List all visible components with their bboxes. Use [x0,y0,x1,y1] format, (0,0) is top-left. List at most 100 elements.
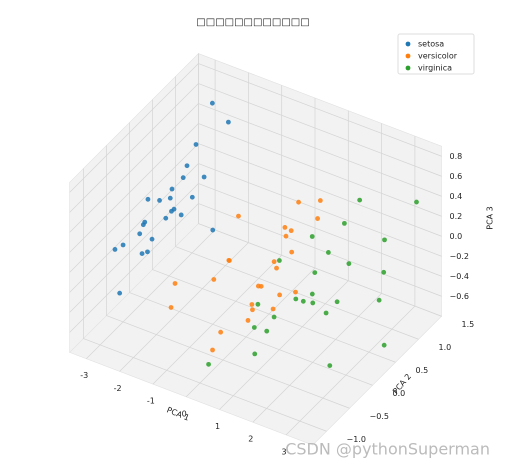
data-point [193,142,199,147]
data-point [218,329,224,335]
data-point [293,289,298,295]
data-point [211,277,217,282]
data-point [172,281,178,286]
data-point [293,296,299,302]
data-point [210,347,215,353]
data-point [167,195,173,201]
data-point [296,199,301,205]
data-point [382,237,387,243]
data-point [236,213,241,219]
data-point [271,314,277,320]
legend-marker [405,65,411,71]
data-point [357,197,363,203]
data-point [226,257,232,263]
grid-line [106,315,350,409]
legend: setosa versicolor virginica [397,33,475,75]
data-point [157,197,162,203]
data-point [381,269,387,275]
grid-line [83,338,327,432]
grid-line [69,183,199,313]
grid-line [252,293,382,423]
data-point [201,174,207,180]
data-point [117,290,123,296]
data-point [142,219,148,225]
data-point [310,300,316,306]
z-tick-label: −0.4 [450,272,469,281]
z-tick-label: 0.0 [450,232,463,241]
data-point [249,302,255,307]
x-tick-label: -1 [147,397,155,406]
grid-line [198,123,442,217]
chart-title: □□□□□□□□□□□□ [196,17,309,28]
x-tick-label: 1 [215,422,220,431]
legend-box [397,33,475,75]
data-point [277,292,283,298]
data-point [180,175,186,181]
data-point [168,305,174,310]
x-tick-label: 3 [282,447,287,456]
y-tick-label: 0.0 [393,389,406,398]
data-point [139,251,145,257]
data-point [274,265,279,271]
data-point [277,258,282,263]
data-point [309,234,315,239]
grid-line [198,143,442,237]
grid-line [198,83,442,177]
x-tick-label: -2 [114,384,122,393]
grid-line [69,63,199,193]
y-tick-label: 1.5 [462,320,475,329]
grid-line [69,123,199,253]
z-axis-label: PCA 3 [486,206,495,230]
z-tick-label: 0.8 [450,152,463,161]
data-point [282,225,288,230]
legend-label: virginica [418,64,452,73]
data-point [271,259,277,265]
grid-line [119,242,249,372]
x-tick-label: -3 [80,371,88,380]
x-tick-label: 2 [248,435,253,444]
data-point [300,298,306,304]
data-point [163,215,169,221]
grid-line [198,163,442,257]
grid-line [198,203,442,297]
y-tick-label: −1.0 [347,435,366,444]
grid-line [86,229,216,359]
data-point [288,228,294,234]
grid-line [69,163,199,293]
data-point [270,306,276,312]
grid-line [69,203,199,333]
data-point [145,196,151,202]
grid-line [69,83,199,213]
z-tick-label: −0.6 [450,292,469,301]
data-point [283,233,289,239]
data-point [325,250,331,255]
data-point [171,206,177,212]
grid-line [198,63,442,157]
data-point [137,231,143,237]
data-point [346,261,352,267]
data-point [317,198,323,203]
data-point [210,227,216,233]
y-tick-label: −0.5 [370,412,389,421]
grid-line [185,267,316,398]
data-point [376,297,382,303]
data-point [323,310,329,316]
data-point [189,194,195,200]
grid-line [198,223,442,317]
data-point [309,291,315,297]
data-point [312,270,318,276]
data-point [225,119,231,125]
panes [69,52,443,446]
data-point [334,299,340,305]
data-point [289,249,295,255]
x-tick-label: 0 [182,409,187,418]
z-tick-label: 0.2 [450,212,463,221]
z-tick-label: 0.6 [450,172,463,181]
data-point [315,216,321,221]
grid-line [69,103,199,233]
data-point [251,325,257,330]
z-tick-label: −0.2 [450,252,469,261]
legend-label: versicolor [418,52,458,61]
data-point [209,100,215,106]
